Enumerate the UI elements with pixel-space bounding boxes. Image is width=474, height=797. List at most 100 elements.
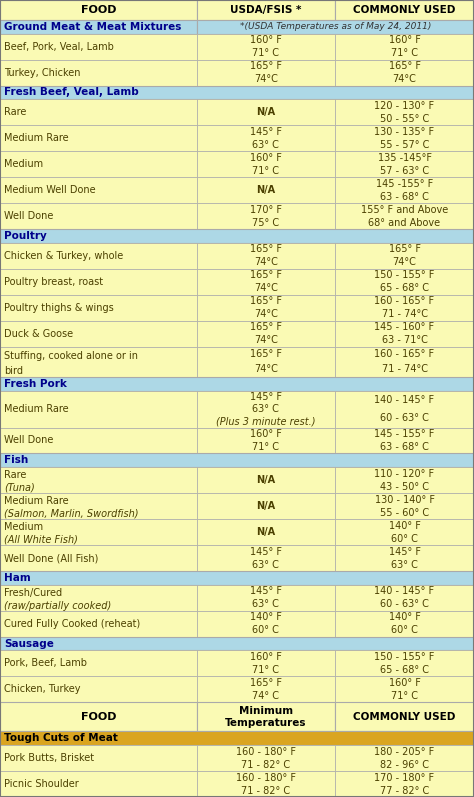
Bar <box>0 611 197 637</box>
Text: 160 - 165° F: 160 - 165° F <box>374 296 435 306</box>
Bar <box>0 377 474 391</box>
Text: 55 - 57° C: 55 - 57° C <box>380 139 429 150</box>
Text: 170 - 180° F: 170 - 180° F <box>374 772 435 783</box>
Text: 180 - 205° F: 180 - 205° F <box>374 747 435 756</box>
Text: Fresh Pork: Fresh Pork <box>4 379 67 389</box>
Text: 145 -155° F: 145 -155° F <box>376 179 433 189</box>
Bar <box>335 611 474 637</box>
Bar <box>197 269 335 295</box>
Bar <box>197 391 335 427</box>
Bar <box>335 545 474 571</box>
Text: 160° F: 160° F <box>389 678 420 688</box>
Text: *(USDA Temperatures as of May 24, 2011): *(USDA Temperatures as of May 24, 2011) <box>240 22 431 31</box>
Text: Medium Rare: Medium Rare <box>4 404 69 414</box>
Text: USDA/FSIS *: USDA/FSIS * <box>230 5 301 15</box>
Text: 74°C: 74°C <box>254 283 278 293</box>
Text: 160° F: 160° F <box>250 153 282 163</box>
Bar <box>335 320 474 347</box>
Bar <box>197 519 335 545</box>
Bar <box>0 427 197 453</box>
Text: bird: bird <box>4 366 23 376</box>
Bar <box>197 545 335 571</box>
Text: Medium: Medium <box>4 159 43 169</box>
Text: 140 - 145° F: 140 - 145° F <box>374 587 435 596</box>
Bar <box>0 125 197 151</box>
Bar <box>197 100 335 125</box>
Text: COMMONLY USED: COMMONLY USED <box>354 5 456 15</box>
Text: 71 - 82° C: 71 - 82° C <box>241 760 291 770</box>
Bar <box>335 125 474 151</box>
Text: 160° F: 160° F <box>250 652 282 662</box>
Text: 165° F: 165° F <box>250 270 282 281</box>
Text: (Tuna): (Tuna) <box>4 483 35 493</box>
Bar <box>197 0 335 20</box>
Text: COMMONLY USED: COMMONLY USED <box>354 712 456 722</box>
Bar <box>335 519 474 545</box>
Text: Pork Butts, Brisket: Pork Butts, Brisket <box>4 753 94 763</box>
Text: Beef, Pork, Veal, Lamb: Beef, Pork, Veal, Lamb <box>4 41 114 52</box>
Text: 160° F: 160° F <box>250 429 282 439</box>
Bar <box>0 771 197 797</box>
Text: (Salmon, Marlin, Swordfish): (Salmon, Marlin, Swordfish) <box>4 509 138 519</box>
Text: N/A: N/A <box>256 185 275 195</box>
Bar <box>335 203 474 229</box>
Bar <box>197 60 335 85</box>
Text: 74°C: 74°C <box>254 335 278 345</box>
Text: 75° C: 75° C <box>252 218 280 227</box>
Bar <box>197 585 335 611</box>
Text: Well Done: Well Done <box>4 435 54 446</box>
Text: Chicken & Turkey, whole: Chicken & Turkey, whole <box>4 251 123 261</box>
Text: Minimum
Temperatures: Minimum Temperatures <box>225 705 307 728</box>
Text: Ground Meat & Meat Mixtures: Ground Meat & Meat Mixtures <box>4 22 182 32</box>
Bar <box>335 585 474 611</box>
Bar <box>0 571 474 585</box>
Text: Medium Well Done: Medium Well Done <box>4 185 96 195</box>
Bar <box>197 702 335 732</box>
Bar <box>335 347 474 377</box>
Text: Medium Rare: Medium Rare <box>4 133 69 143</box>
Text: 130 - 140° F: 130 - 140° F <box>374 495 435 505</box>
Text: 145° F: 145° F <box>250 547 282 556</box>
Text: Turkey, Chicken: Turkey, Chicken <box>4 68 81 77</box>
Bar <box>0 295 197 320</box>
Bar <box>335 100 474 125</box>
Text: 130 - 135° F: 130 - 135° F <box>374 127 435 137</box>
Bar <box>0 177 197 203</box>
Bar <box>0 637 474 650</box>
Text: N/A: N/A <box>256 475 275 485</box>
Text: 55 - 60° C: 55 - 60° C <box>380 508 429 517</box>
Bar <box>0 650 197 677</box>
Text: Fresh Beef, Veal, Lamb: Fresh Beef, Veal, Lamb <box>4 88 139 97</box>
Bar <box>0 732 474 745</box>
Bar <box>197 467 335 493</box>
Bar <box>335 650 474 677</box>
Text: 50 - 55° C: 50 - 55° C <box>380 114 429 124</box>
Text: 165° F: 165° F <box>389 244 420 254</box>
Text: 165° F: 165° F <box>250 61 282 71</box>
Text: Rare: Rare <box>4 470 27 480</box>
Text: 140° F: 140° F <box>250 612 282 622</box>
Text: 60° C: 60° C <box>391 625 418 635</box>
Text: 71° C: 71° C <box>391 48 418 58</box>
Text: 140° F: 140° F <box>389 520 420 531</box>
Text: 60 - 63° C: 60 - 63° C <box>380 414 429 423</box>
Bar <box>197 151 335 177</box>
Bar <box>335 427 474 453</box>
Text: 165° F: 165° F <box>250 678 282 688</box>
Bar <box>335 745 474 771</box>
Text: 60 - 63° C: 60 - 63° C <box>380 599 429 609</box>
Text: 165° F: 165° F <box>250 349 282 359</box>
Text: 60° C: 60° C <box>253 625 279 635</box>
Text: 155° F and Above: 155° F and Above <box>361 205 448 214</box>
Text: 71 - 74°C: 71 - 74°C <box>382 364 428 375</box>
Bar <box>0 493 197 519</box>
Bar <box>0 151 197 177</box>
Bar <box>0 585 197 611</box>
Bar <box>0 269 197 295</box>
Bar <box>335 269 474 295</box>
Text: 57 - 63° C: 57 - 63° C <box>380 166 429 175</box>
Bar <box>0 745 197 771</box>
Text: 165° F: 165° F <box>250 296 282 306</box>
Bar <box>0 203 197 229</box>
Bar <box>335 677 474 702</box>
